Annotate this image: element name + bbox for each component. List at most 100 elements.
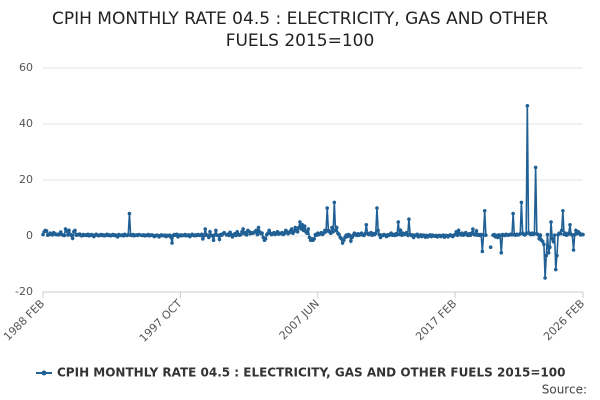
point: [217, 237, 222, 242]
point: [44, 229, 49, 233]
point: [538, 233, 543, 237]
source: Source:: [542, 383, 587, 397]
legend-label: CPIH MONTHLY RATE 04.5 : ELECTRICITY, GA…: [57, 366, 565, 380]
point: [293, 225, 298, 230]
point: [255, 232, 260, 237]
point: [222, 230, 226, 235]
point: [62, 233, 67, 238]
point: [407, 217, 411, 221]
point: [568, 223, 572, 227]
point: [550, 237, 555, 241]
point: [41, 232, 45, 237]
point: [581, 232, 585, 237]
point: [488, 245, 493, 249]
point: [69, 233, 74, 238]
point: [398, 228, 403, 233]
x-tick-label: 2007 JUN: [277, 297, 322, 342]
point: [525, 104, 530, 108]
point: [549, 220, 553, 224]
point: [302, 224, 307, 228]
point: [201, 237, 205, 241]
x-tick-label: 2026 FEB: [541, 297, 587, 343]
point: [474, 229, 479, 233]
point: [540, 239, 545, 244]
point: [376, 228, 380, 233]
point: [240, 230, 244, 234]
point: [267, 228, 271, 233]
point: [553, 267, 558, 272]
point: [306, 227, 311, 231]
point: [471, 227, 475, 231]
point: [263, 237, 268, 241]
point: [484, 233, 488, 237]
point: [545, 232, 550, 237]
point: [332, 200, 337, 205]
point: [544, 253, 549, 258]
point: [349, 239, 353, 243]
y-tick-label: 20: [19, 173, 33, 186]
point: [558, 231, 563, 236]
point: [533, 165, 538, 170]
point: [333, 228, 338, 233]
point: [256, 225, 261, 230]
point: [551, 239, 556, 244]
point: [482, 209, 487, 213]
point: [170, 241, 174, 245]
point: [548, 245, 552, 249]
x-tick-label: 1997 OCT: [137, 297, 185, 345]
point: [254, 228, 258, 233]
point: [298, 220, 302, 224]
point: [206, 235, 211, 240]
y-tick-label: 0: [26, 229, 33, 242]
point: [375, 206, 379, 210]
point: [238, 232, 243, 237]
point: [211, 238, 216, 242]
point: [552, 233, 557, 237]
point: [127, 211, 132, 216]
point: [555, 253, 559, 258]
point: [312, 237, 316, 241]
point: [295, 230, 300, 234]
point: [330, 225, 334, 230]
point: [559, 228, 564, 233]
point: [241, 227, 245, 231]
point: [341, 238, 346, 242]
point: [305, 231, 309, 235]
point: [499, 251, 504, 255]
point: [260, 231, 264, 235]
point: [511, 211, 515, 216]
point: [337, 232, 341, 237]
point: [373, 231, 378, 235]
point: [543, 276, 547, 280]
point: [571, 248, 576, 252]
line: [226, 202, 487, 252]
x-tick-label: 1988 FEB: [1, 297, 47, 343]
y-tick-label: -20: [15, 285, 33, 298]
point: [542, 242, 546, 247]
y-tick-label: 60: [19, 61, 33, 74]
point: [73, 228, 77, 233]
point: [67, 228, 71, 233]
point: [70, 236, 75, 241]
point: [208, 230, 212, 234]
point: [325, 206, 330, 210]
point: [561, 209, 565, 213]
point: [519, 200, 524, 205]
y-tick-label: 40: [19, 117, 33, 130]
point: [364, 223, 369, 227]
point: [456, 228, 461, 233]
point: [334, 225, 339, 230]
point: [546, 251, 551, 255]
legend-marker: [41, 370, 47, 376]
x-tick-label: 2017 FEB: [413, 297, 459, 343]
point: [396, 220, 401, 224]
point: [340, 241, 345, 245]
point: [289, 227, 294, 231]
chart-title: CPIH MONTHLY RATE 04.5 : ELECTRICITY, GA…: [51, 9, 549, 51]
point: [244, 233, 249, 237]
point: [203, 227, 208, 231]
point: [480, 249, 485, 254]
point: [347, 233, 352, 238]
